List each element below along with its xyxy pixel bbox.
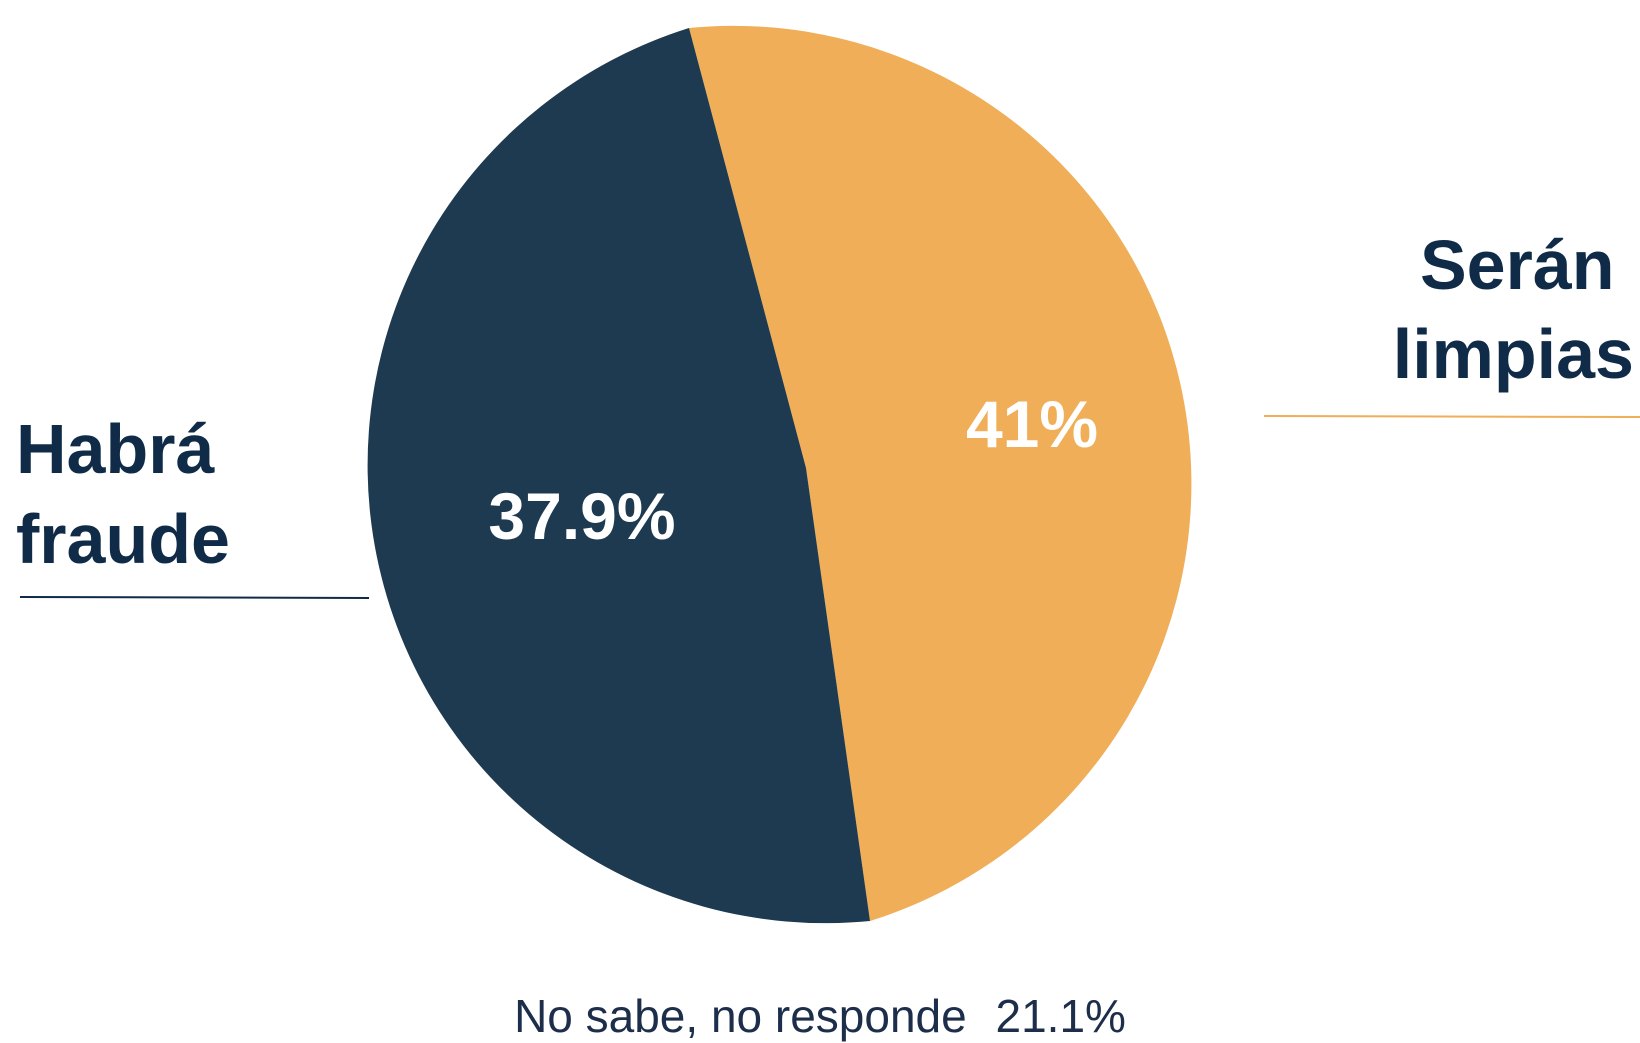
footnote-other: No sabe, no responde 21.1% xyxy=(514,990,1126,1042)
pie-slice-habra-fraude xyxy=(367,28,870,924)
leader-line-seran-limpias xyxy=(1263,415,1640,418)
legend-label-limpias-line-2: limpias xyxy=(1393,315,1634,393)
leader-line-habra-fraude xyxy=(19,596,370,599)
legend-label-fraude-line-1: Habrá xyxy=(16,410,215,488)
legend-label-limpias: Serán limpias xyxy=(1393,226,1634,393)
legend-label-fraude: Habrá fraude xyxy=(16,410,234,578)
footnote-other-value: 21.1% xyxy=(996,990,1126,1042)
legend-label-limpias-line-1: Serán xyxy=(1420,226,1615,304)
legend-label-fraude-line-2: fraude xyxy=(16,500,230,578)
pie-slice-seran-limpias xyxy=(689,25,1192,921)
slice-value-label-seran-limpias: 41% xyxy=(966,387,1098,461)
footnote-other-label: No sabe, no responde xyxy=(514,990,967,1042)
slice-value-label-habra-fraude: 37.9% xyxy=(488,479,675,553)
